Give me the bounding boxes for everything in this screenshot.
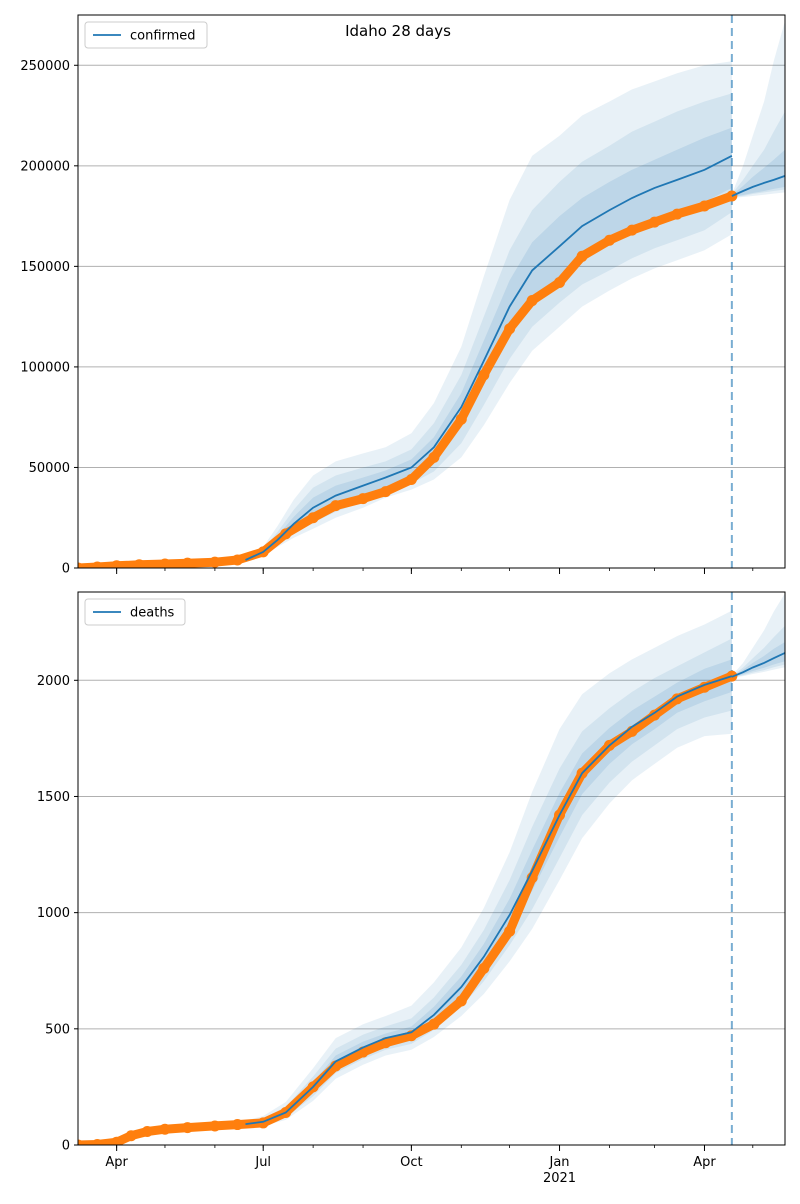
y-tick-label: 200000 <box>20 159 70 174</box>
legend: deaths <box>84 598 186 626</box>
axes-frame <box>77 591 786 1146</box>
observed-series-line <box>78 191 737 568</box>
observed-point <box>671 208 683 220</box>
observed-point <box>357 493 369 505</box>
observed-point <box>649 216 661 228</box>
legend: confirmed <box>84 21 208 49</box>
legend-label: deaths <box>130 606 175 621</box>
observed-point <box>91 1139 103 1145</box>
observed-point <box>380 486 392 498</box>
plot-area <box>78 15 785 568</box>
observed-point <box>159 558 171 568</box>
y-tick-label: 250000 <box>20 59 70 74</box>
observed-point <box>504 323 516 335</box>
forecast-band-outer <box>731 21 785 198</box>
x-tick-label: Jan <box>549 1155 570 1170</box>
y-tick-label: 1500 <box>37 790 70 805</box>
observed-point <box>209 556 221 568</box>
observed-point <box>78 1139 84 1145</box>
x-year-label: 2021 <box>543 1171 576 1186</box>
forecast-band-inner <box>731 149 785 197</box>
observed-point <box>478 962 490 974</box>
observed-point <box>576 250 588 262</box>
observed-point <box>307 512 319 524</box>
plot-area <box>78 592 785 1145</box>
observed-point <box>182 557 194 568</box>
observed-point <box>455 413 467 425</box>
observed-point <box>649 709 661 721</box>
model-band-outer <box>245 61 732 563</box>
forecast-band-mid <box>731 111 785 197</box>
deaths-panel: 0 500 1000 1500 2000 Apr Jul Oct Jan Apr 2021 death… <box>37 591 786 1186</box>
observed-point <box>133 559 145 568</box>
legend-label: confirmed <box>130 29 196 44</box>
observed-point <box>231 1119 243 1131</box>
observed-point <box>78 562 84 568</box>
observed-point <box>330 500 342 512</box>
observed-point <box>428 451 440 463</box>
observed-point <box>91 561 103 568</box>
chart-title: Idaho 28 days <box>345 22 451 40</box>
y-tick-label: 0 <box>62 1139 70 1154</box>
forecast-band-inner <box>731 642 785 678</box>
observed-point <box>428 1018 440 1030</box>
y-tick-label: 2000 <box>37 674 70 689</box>
y-tick-label: 50000 <box>29 461 70 476</box>
x-tick-label: Oct <box>400 1155 422 1170</box>
x-tick-label: Apr <box>693 1155 716 1170</box>
legend-box <box>84 21 208 49</box>
forecast-band-outer <box>731 593 785 678</box>
forecast-band-mid <box>731 625 785 678</box>
legend-box <box>84 598 186 626</box>
y-tick-label: 0 <box>62 562 70 577</box>
model-band-inner <box>245 659 732 1126</box>
observed-point <box>603 234 615 246</box>
observed-point <box>280 528 292 540</box>
model-band-mid <box>245 638 732 1126</box>
forecast-median-line <box>731 175 785 197</box>
confirmed-panel: 0 50000 100000 150000 200000 250000 confirmed <box>20 14 786 577</box>
observed-point <box>626 224 638 236</box>
observed-point <box>209 1120 221 1132</box>
observed-point <box>159 1123 171 1135</box>
observed-point <box>111 560 123 568</box>
axes-frame <box>77 14 786 569</box>
observed-point <box>111 1136 123 1145</box>
observed-point <box>554 276 566 288</box>
x-tick-label: Jul <box>254 1155 271 1170</box>
observed-point <box>698 200 710 212</box>
observed-point <box>726 190 738 202</box>
y-tick-label: 100000 <box>20 360 70 375</box>
y-tick-label: 150000 <box>20 260 70 275</box>
observed-point <box>504 925 516 937</box>
observed-point <box>478 369 490 381</box>
observed-point <box>141 1126 153 1138</box>
observed-point <box>526 295 538 307</box>
observed-point <box>125 1130 137 1142</box>
model-median-line <box>245 154 733 561</box>
model-band-inner <box>245 127 732 561</box>
y-tick-label: 1000 <box>37 906 70 921</box>
x-tick-label: Apr <box>105 1155 128 1170</box>
observed-point <box>182 1122 194 1134</box>
observed-point <box>231 554 243 566</box>
observed-point <box>455 995 467 1007</box>
model-median-line <box>245 675 733 1125</box>
y-tick-label: 500 <box>45 1022 70 1037</box>
forecast-median-line <box>731 652 785 678</box>
observed-point <box>405 474 417 486</box>
